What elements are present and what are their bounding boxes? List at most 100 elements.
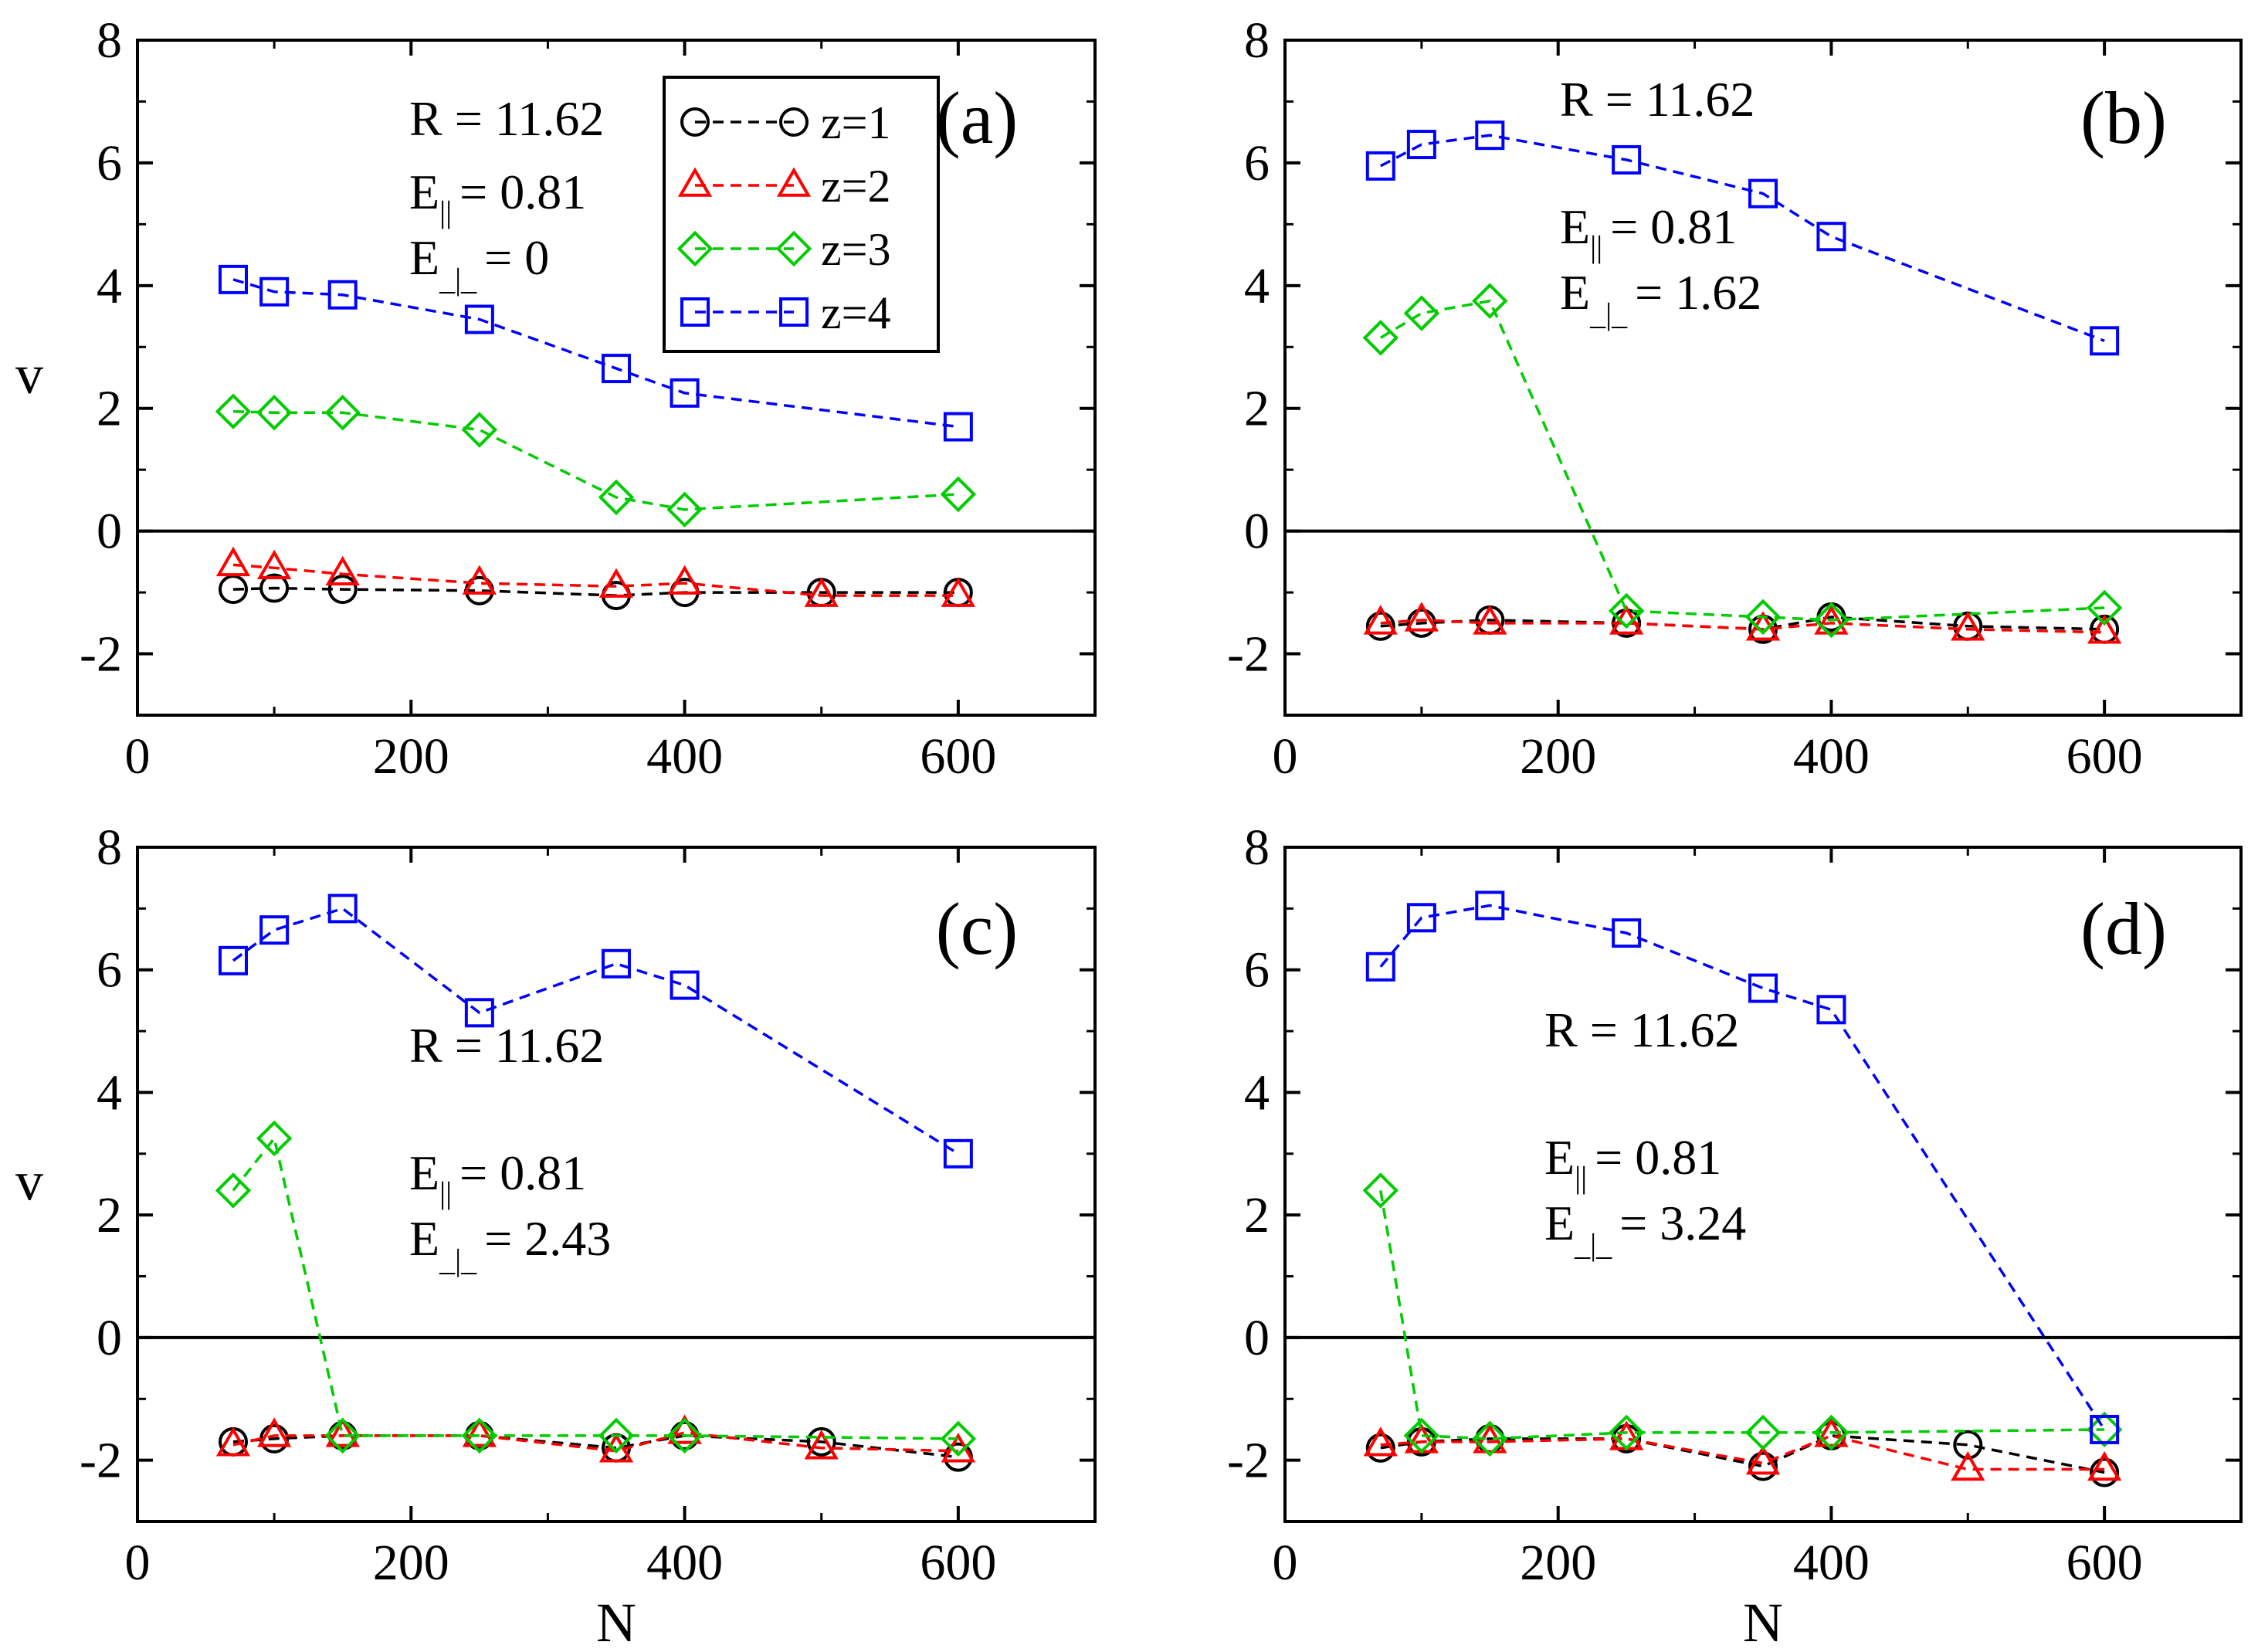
data-point xyxy=(667,565,702,595)
e-par-value: = 0.81 xyxy=(1610,199,1737,254)
annotation-e-perp: E_|_ = 2.43 xyxy=(409,1211,611,1277)
data-point xyxy=(1365,1433,1395,1463)
data-point xyxy=(461,1417,498,1454)
data-point xyxy=(325,1417,360,1447)
y-tick-label: 4 xyxy=(97,258,122,314)
legend-marker-left xyxy=(677,167,713,197)
annotation-r: R = 11.62 xyxy=(1544,1002,1739,1057)
data-point xyxy=(324,395,361,431)
x-axis-label: N xyxy=(1743,1592,1783,1652)
data-point xyxy=(598,1433,634,1463)
data-point xyxy=(1951,611,1985,641)
data-point xyxy=(256,549,292,580)
data-point xyxy=(462,1417,497,1447)
legend-marker-left xyxy=(680,107,710,137)
data-point xyxy=(1745,1445,1781,1475)
data-point xyxy=(1365,611,1395,641)
y-tick-label: -2 xyxy=(80,1433,122,1489)
e-perp-symbol: E xyxy=(409,230,439,285)
x-tick-label: 200 xyxy=(373,1535,449,1591)
y-tick-label: 4 xyxy=(1244,258,1270,314)
data-point xyxy=(259,915,290,945)
e-par-subscript: || xyxy=(1575,1160,1587,1195)
data-point xyxy=(598,568,634,598)
legend-entry: z=4 xyxy=(680,287,890,338)
annotation-e-par: E|| = 0.81 xyxy=(409,1145,586,1210)
data-point xyxy=(941,577,976,607)
data-point xyxy=(1363,1426,1398,1457)
legend-label: z=4 xyxy=(821,287,890,338)
data-point xyxy=(325,555,360,586)
data-point xyxy=(806,1426,836,1457)
data-point xyxy=(259,573,290,603)
panel-label: (d) xyxy=(2080,887,2167,970)
data-point xyxy=(1362,1172,1399,1209)
series-line xyxy=(232,409,958,511)
y-tick-label: 6 xyxy=(1244,135,1270,192)
data-point xyxy=(219,945,248,975)
y-tick-label: 0 xyxy=(1244,1310,1270,1366)
series-line xyxy=(232,1135,958,1440)
legend-label: z=3 xyxy=(821,224,890,275)
series-z-3 xyxy=(215,393,977,528)
series-z-4 xyxy=(1365,890,2120,1444)
data-point xyxy=(1953,1430,1983,1460)
data-point xyxy=(1813,1414,1849,1451)
y-tick-label: -2 xyxy=(1227,626,1270,683)
series-z-3 xyxy=(1362,283,2123,639)
x-tick-label: 400 xyxy=(1793,728,1870,785)
data-point xyxy=(256,395,293,431)
e-perp-value: = 0 xyxy=(484,230,549,285)
data-point xyxy=(598,479,635,516)
series-line xyxy=(232,586,958,597)
x-tick-label: 600 xyxy=(2066,1535,2143,1591)
y-tick-label: 8 xyxy=(1244,819,1270,876)
series-z-4 xyxy=(219,264,973,442)
data-point xyxy=(2086,1411,2123,1448)
data-point xyxy=(1951,1450,1985,1481)
legend-marker-right xyxy=(779,107,809,137)
series-line xyxy=(232,278,959,429)
y-tick-label: 6 xyxy=(97,135,122,192)
y-axis-label: v xyxy=(15,344,43,405)
data-point xyxy=(215,1172,252,1209)
series-line xyxy=(1379,904,2106,1430)
data-point xyxy=(940,476,977,513)
data-point xyxy=(1814,605,1849,635)
data-point xyxy=(327,894,358,924)
legend-marker-right xyxy=(779,297,809,327)
y-tick-label: 4 xyxy=(1244,1064,1270,1121)
data-point xyxy=(1748,1451,1778,1481)
x-tick-label: 0 xyxy=(1273,1535,1298,1591)
data-point xyxy=(324,1417,361,1454)
plot-frame xyxy=(1283,39,2243,717)
y-tick-label: 2 xyxy=(1244,1187,1270,1243)
x-tick-label: 400 xyxy=(646,1535,723,1591)
series-z-4 xyxy=(1365,120,2120,356)
data-point xyxy=(2086,589,2123,626)
series-line xyxy=(1380,1434,2105,1471)
data-point xyxy=(1608,592,1645,629)
data-point xyxy=(462,565,497,595)
data-point xyxy=(259,276,290,307)
data-point xyxy=(2087,1450,2122,1481)
series-z-1 xyxy=(219,573,973,611)
data-point xyxy=(1748,178,1778,209)
e-par-value: = 0.81 xyxy=(1595,1130,1721,1185)
data-point xyxy=(598,1417,635,1454)
y-axis-label: v xyxy=(15,1151,43,1213)
e-par-value: = 0.81 xyxy=(459,165,586,219)
e-par-value: = 0.81 xyxy=(459,1145,586,1200)
data-point xyxy=(1475,890,1505,921)
x-tick-label: 0 xyxy=(1273,728,1298,785)
data-point xyxy=(940,1420,977,1457)
e-perp-value: = 2.43 xyxy=(484,1211,611,1266)
data-point xyxy=(804,1430,839,1460)
data-point xyxy=(256,1417,292,1447)
x-tick-label: 600 xyxy=(920,728,996,785)
data-point xyxy=(602,354,631,384)
